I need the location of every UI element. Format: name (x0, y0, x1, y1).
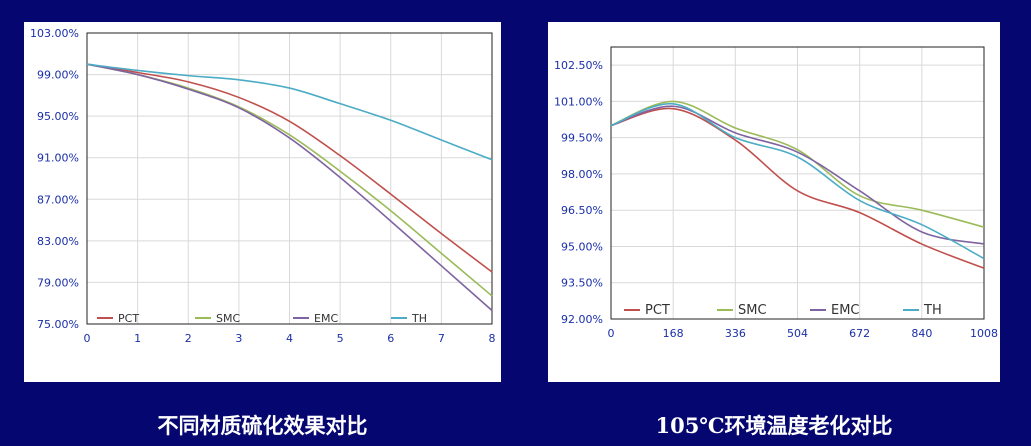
x-tick-label: 6 (387, 332, 394, 345)
series-line-th (610, 103, 985, 260)
y-tick-label: 91.00% (37, 152, 79, 165)
chart-panel-left: 75.00% 79.00% 83.00% 87.00% 91.00% 95.00% 99.0… (24, 22, 501, 382)
caption-right: 105℃环境温度老化对比 (655, 413, 893, 438)
legend-label-emc: EMC (831, 303, 860, 318)
x-tick-label: 4 (286, 332, 293, 345)
series-line-emc (86, 63, 493, 312)
x-tick-label: 5 (337, 332, 344, 345)
x-tick-label: 1008 (970, 327, 998, 340)
legend-label-pct: PCT (645, 303, 670, 318)
x-tick-label: 2 (185, 332, 192, 345)
y-tick-label: 93.50% (561, 277, 603, 290)
legend-label-th: TH (923, 303, 942, 318)
y-tick-label: 83.00% (37, 235, 79, 248)
x-tick-label: 7 (438, 332, 445, 345)
x-tick-label: 168 (663, 327, 684, 340)
x-tick-label: 840 (911, 327, 932, 340)
y-tick-label: 95.00% (37, 110, 79, 123)
chart-left: 75.00% 79.00% 83.00% 87.00% 91.00% 95.00% 99.0… (30, 27, 496, 345)
x-tick-label: 0 (608, 327, 615, 340)
series-line-pct (86, 63, 493, 273)
x-tick-label: 1 (134, 332, 141, 345)
caption-left: 不同材质硫化效果对比 (157, 413, 368, 438)
x-tick-label: 3 (235, 332, 242, 345)
x-tick-label: 8 (489, 332, 496, 345)
y-tick-label: 103.00% (30, 27, 79, 40)
series-line-pct (610, 107, 985, 269)
series-line-smc (610, 100, 985, 228)
chart-right: 92.00% 93.50% 95.00% 96.50% 98.00% 99.50% 101.… (554, 46, 998, 340)
y-tick-label: 96.50% (561, 204, 603, 217)
y-tick-label: 98.00% (561, 168, 603, 181)
y-tick-label: 79.00% (37, 276, 79, 289)
legend-label-emc: EMC (314, 312, 338, 325)
y-tick-label: 75.00% (37, 318, 79, 331)
plot-area-frame (86, 32, 493, 325)
legend-label-smc: SMC (738, 303, 767, 318)
plot-area-frame (610, 46, 985, 320)
x-tick-label: 672 (849, 327, 870, 340)
y-tick-label: 102.50% (554, 59, 603, 72)
legend-label-smc: SMC (216, 312, 240, 325)
legend-label-th: TH (411, 312, 427, 325)
chart-panel-right: 92.00% 93.50% 95.00% 96.50% 98.00% 99.50% 101.… (548, 22, 1000, 382)
legend-label-pct: PCT (118, 312, 139, 325)
y-tick-label: 101.00% (554, 95, 603, 108)
x-tick-label: 504 (787, 327, 808, 340)
x-tick-label: 0 (84, 332, 91, 345)
y-tick-label: 99.50% (561, 132, 603, 145)
y-tick-label: 92.00% (561, 313, 603, 326)
y-tick-label: 95.00% (561, 240, 603, 253)
y-tick-label: 87.00% (37, 193, 79, 206)
y-tick-label: 99.00% (37, 69, 79, 82)
series-line-th (86, 63, 493, 161)
series-line-emc (610, 105, 985, 245)
x-tick-label: 336 (725, 327, 746, 340)
